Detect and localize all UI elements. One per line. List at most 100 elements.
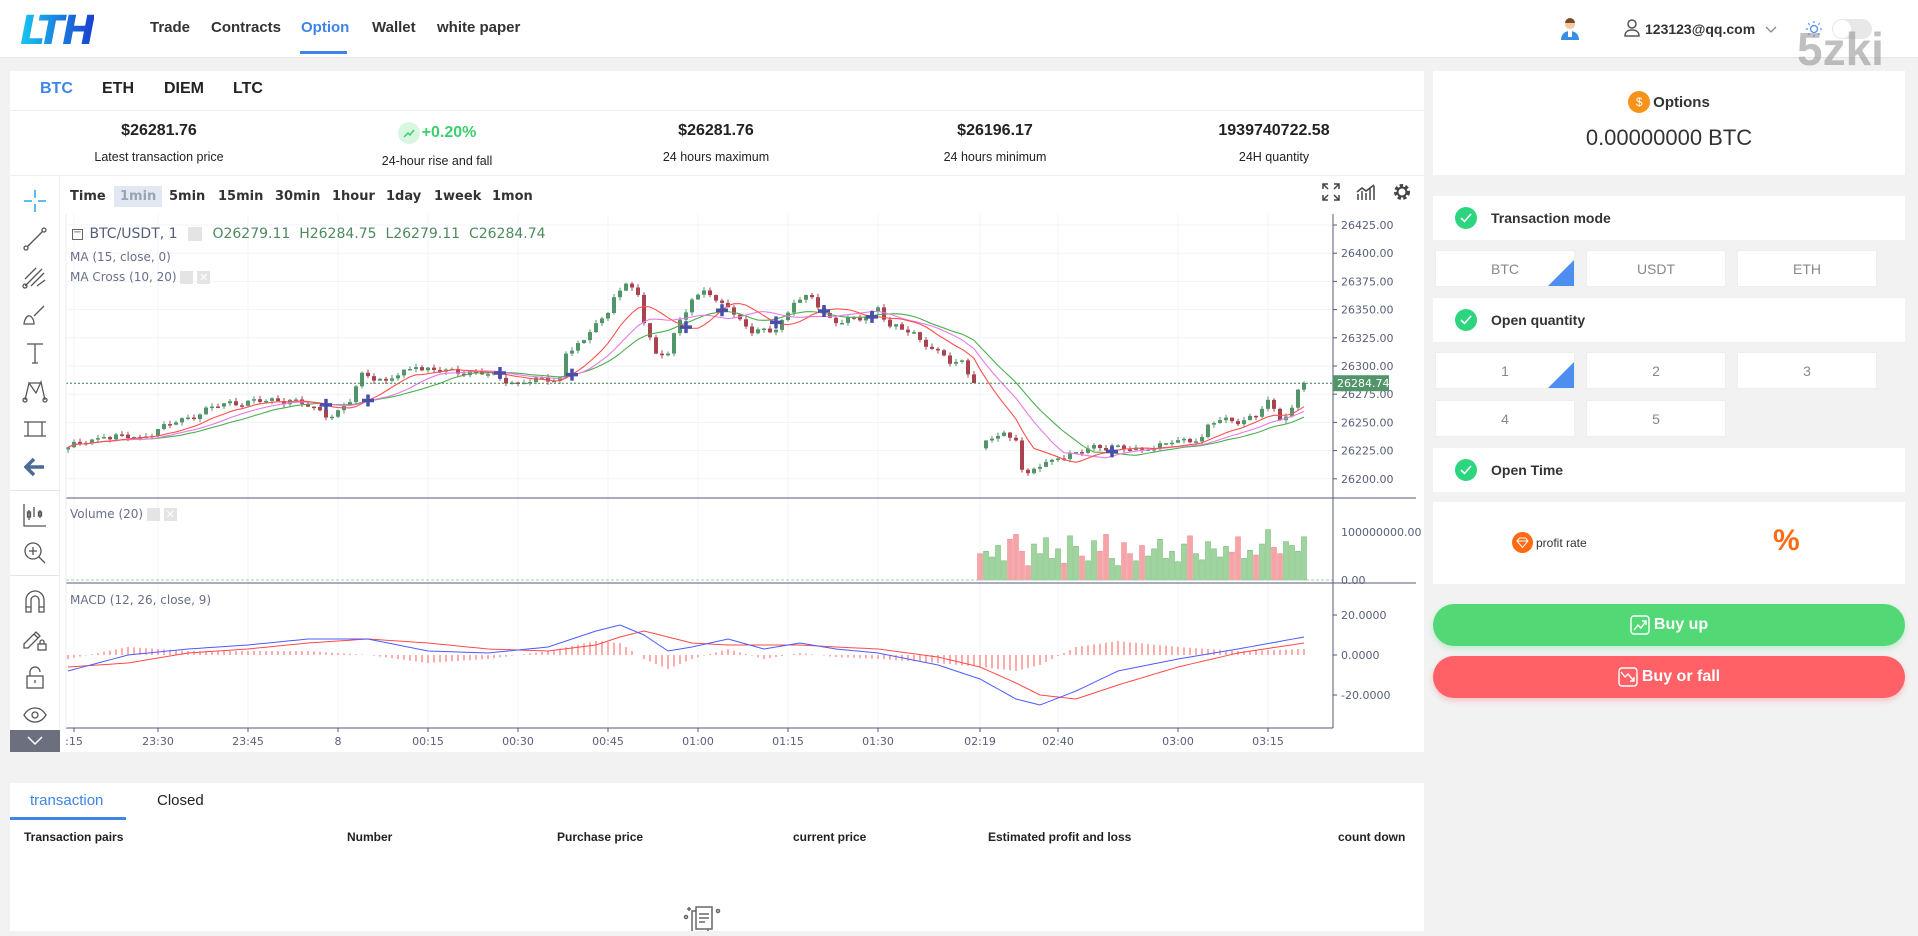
mode-option-usdt[interactable]: USDT bbox=[1586, 250, 1726, 287]
time-tick-label: :15 bbox=[65, 735, 83, 748]
nav-trade[interactable]: Trade bbox=[150, 19, 191, 36]
coin-tab-ltc[interactable]: LTC bbox=[233, 80, 263, 97]
crosshair-icon[interactable] bbox=[18, 186, 52, 216]
pattern-tool-icon[interactable] bbox=[18, 376, 52, 406]
measure-tool-icon[interactable] bbox=[18, 414, 52, 444]
collapse-legend-icon[interactable]: − bbox=[72, 226, 83, 240]
time-tick-label: 00:30 bbox=[502, 735, 534, 748]
candle bbox=[114, 434, 118, 440]
buy-fall-button[interactable]: Buy or fall bbox=[1433, 656, 1905, 698]
coin-tab-btc[interactable]: BTC bbox=[40, 80, 73, 97]
logo[interactable]: LTH bbox=[20, 8, 96, 54]
volume-bar bbox=[1169, 550, 1175, 581]
timeframe-1mon[interactable]: 1mon bbox=[492, 189, 533, 204]
fullscreen-icon[interactable] bbox=[1322, 183, 1340, 206]
candle bbox=[594, 323, 598, 333]
customer-service-icon[interactable] bbox=[1558, 16, 1582, 45]
candle bbox=[426, 367, 430, 371]
zoom-in-icon[interactable] bbox=[18, 538, 52, 568]
volume-bar bbox=[1031, 543, 1037, 581]
close-icon[interactable]: ✕ bbox=[163, 508, 177, 521]
candle bbox=[1086, 448, 1090, 453]
chart-type-icon[interactable] bbox=[1356, 183, 1376, 206]
theme-toggle[interactable] bbox=[1832, 19, 1872, 39]
timeframe-1week[interactable]: 1week bbox=[434, 189, 482, 204]
chevron-down-icon[interactable] bbox=[1765, 21, 1777, 39]
tab-closed[interactable]: Closed bbox=[157, 792, 204, 809]
candle bbox=[294, 399, 298, 401]
volume-bar bbox=[1181, 543, 1187, 581]
divider bbox=[10, 490, 60, 491]
text-tool-icon[interactable] bbox=[18, 338, 52, 368]
candle bbox=[684, 312, 688, 320]
fib-tool-icon[interactable] bbox=[18, 262, 52, 292]
coin-tab-eth[interactable]: ETH bbox=[102, 80, 134, 97]
trend-line-icon[interactable] bbox=[18, 224, 52, 254]
mode-option-btc[interactable]: BTC bbox=[1435, 250, 1575, 287]
candle bbox=[120, 434, 124, 436]
candle bbox=[750, 326, 754, 334]
price-tick-label: 26250.00 bbox=[1341, 416, 1394, 429]
timeframe-1day[interactable]: 1day bbox=[386, 189, 422, 204]
mode-option-eth[interactable]: ETH bbox=[1737, 250, 1877, 287]
candle bbox=[1020, 440, 1024, 470]
tab-transaction[interactable]: transaction bbox=[30, 792, 104, 809]
settings-icon[interactable] bbox=[180, 271, 194, 284]
close-icon[interactable]: ✕ bbox=[197, 271, 211, 284]
timeframe-15min[interactable]: 15min bbox=[218, 189, 264, 204]
magnet-icon[interactable] bbox=[18, 586, 52, 616]
timeframe-1min[interactable]: 1min bbox=[114, 186, 163, 207]
candle bbox=[1260, 408, 1264, 417]
volume-bar bbox=[1289, 545, 1295, 581]
candle bbox=[648, 323, 652, 338]
quantity-option-1[interactable]: 1 bbox=[1435, 352, 1575, 389]
quantity-option-4[interactable]: 4 bbox=[1435, 400, 1575, 437]
unlock-icon[interactable] bbox=[18, 662, 52, 692]
brush-icon[interactable] bbox=[18, 300, 52, 330]
candle bbox=[1224, 417, 1228, 421]
price-tick-label: 26375.00 bbox=[1341, 275, 1394, 288]
orders-panel bbox=[10, 783, 1424, 931]
candle bbox=[186, 417, 190, 420]
volume-bar bbox=[1301, 536, 1307, 581]
coin-tab-diem[interactable]: DIEM bbox=[164, 80, 204, 97]
nav-white-paper[interactable]: white paper bbox=[437, 19, 521, 36]
timeframe-1hour[interactable]: 1hour bbox=[332, 189, 375, 204]
macd-legend: MACD (12, 26, close, 9) bbox=[70, 593, 212, 607]
divider bbox=[10, 575, 60, 576]
quantity-option-2[interactable]: 2 bbox=[1586, 352, 1726, 389]
empty-data-icon bbox=[678, 905, 724, 936]
candle bbox=[204, 407, 208, 415]
buy-up-button[interactable]: Buy up bbox=[1433, 604, 1905, 646]
volume-bar bbox=[1007, 538, 1013, 581]
lock-drawings-icon[interactable] bbox=[18, 624, 52, 654]
quantity-option-5[interactable]: 5 bbox=[1586, 400, 1726, 437]
indicators-icon[interactable] bbox=[18, 500, 52, 530]
selected-check-icon bbox=[1548, 362, 1574, 388]
price-chart[interactable]: 26425.00 26400.00 26375.00 26350.00 26325.00… bbox=[0, 0, 1430, 760]
nav-contracts[interactable]: Contracts bbox=[211, 19, 282, 36]
eye-icon[interactable] bbox=[18, 700, 52, 730]
volume-bar bbox=[1271, 547, 1277, 581]
quantity-option-3[interactable]: 3 bbox=[1737, 352, 1877, 389]
user-email[interactable]: 123123@qq.com bbox=[1645, 21, 1756, 37]
collapse-toolbar-button[interactable] bbox=[10, 730, 60, 752]
open-quantity-title: Open quantity bbox=[1491, 312, 1586, 328]
timeframe-time[interactable]: Time bbox=[70, 189, 106, 204]
nav-wallet[interactable]: Wallet bbox=[372, 19, 416, 36]
gear-icon[interactable] bbox=[1392, 182, 1412, 207]
timeframe-5min[interactable]: 5min bbox=[169, 189, 206, 204]
transaction-mode-header: Transaction mode bbox=[1433, 196, 1905, 240]
timeframe-30min[interactable]: 30min bbox=[275, 189, 321, 204]
col-purchase-price: Purchase price bbox=[557, 830, 644, 844]
candle bbox=[270, 398, 274, 401]
user-icon[interactable] bbox=[1624, 19, 1640, 42]
candle bbox=[1002, 432, 1006, 436]
nav-option[interactable]: Option bbox=[301, 19, 350, 36]
candle bbox=[126, 434, 130, 439]
settings-icon[interactable] bbox=[146, 508, 160, 521]
legend-settings-icon[interactable] bbox=[188, 227, 203, 241]
candle bbox=[312, 406, 316, 409]
back-arrow-icon[interactable] bbox=[18, 452, 52, 482]
candle bbox=[708, 290, 712, 296]
